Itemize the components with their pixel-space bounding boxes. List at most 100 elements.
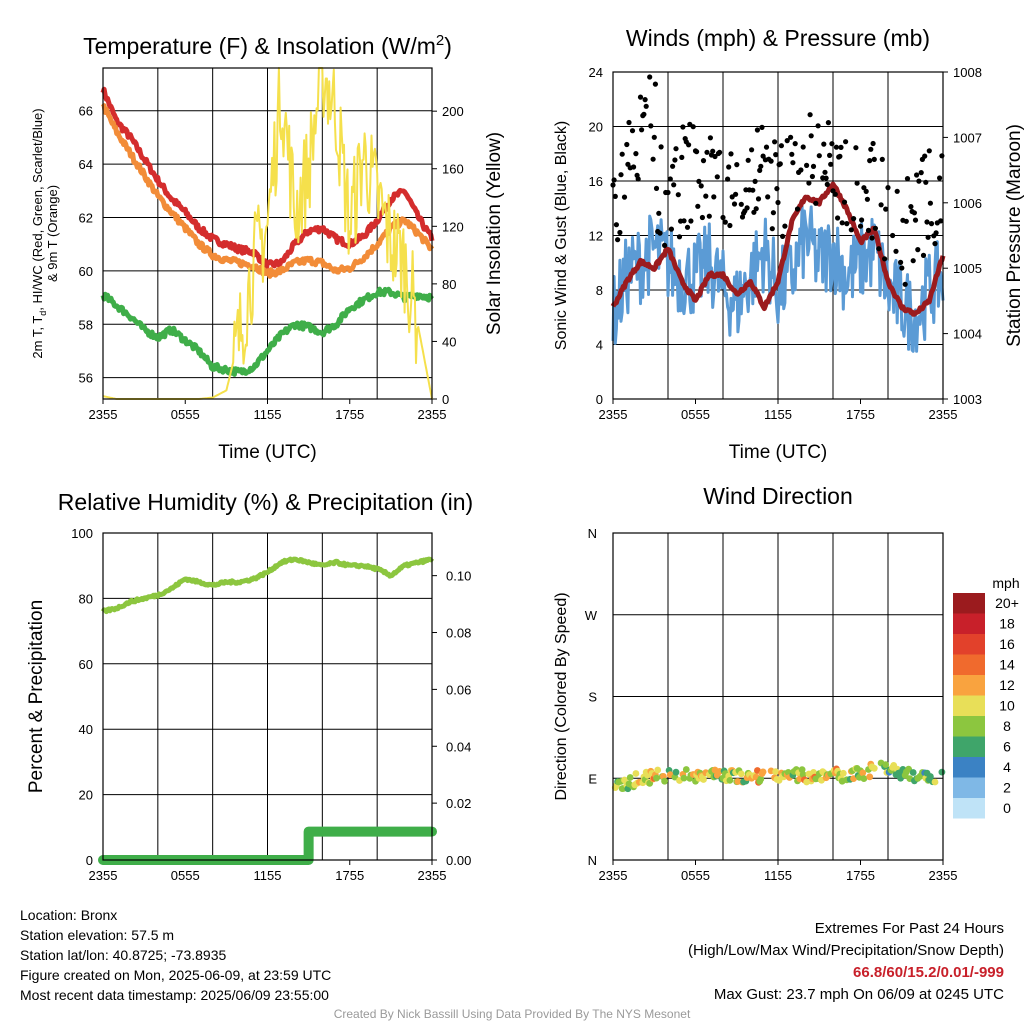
gust-point	[844, 221, 850, 227]
gust-point	[695, 203, 701, 209]
gust-point	[727, 222, 733, 229]
gust-point	[612, 193, 618, 199]
gust-point	[750, 187, 756, 193]
y-tick-label: E	[588, 771, 597, 786]
x-tick-label: 2355	[929, 868, 958, 883]
temperature-series-line	[100, 286, 434, 377]
elevation-text: Station elevation: 57.5 m	[20, 927, 175, 943]
gust-point	[792, 141, 798, 147]
gust-point	[843, 139, 849, 145]
legend-swatch	[953, 593, 985, 614]
gust-point	[902, 281, 908, 287]
gust-point	[932, 241, 938, 247]
gust-point	[809, 173, 816, 180]
gust-point	[893, 248, 899, 254]
gust-point	[671, 182, 677, 188]
direction-point	[653, 774, 660, 782]
gust-point	[784, 138, 790, 144]
y-tick-label: 80	[79, 591, 93, 606]
gust-point	[615, 237, 621, 243]
direction-point	[621, 776, 628, 784]
direction-point	[882, 761, 890, 768]
gust-point	[629, 128, 636, 134]
gust-point	[698, 183, 704, 189]
y-axis-label: Sonic Wind & Gust (Blue, Black)	[553, 121, 570, 350]
extremes-info: Extremes For Past 24 Hours (High/Low/Max…	[688, 918, 1004, 1006]
y-tick-label: 24	[589, 65, 603, 80]
gust-point	[848, 227, 854, 233]
gust-point	[688, 218, 694, 224]
chart-title: Wind Direction	[703, 483, 853, 509]
direction-point	[680, 774, 688, 782]
gust-point	[904, 176, 911, 182]
gust-point	[782, 223, 788, 229]
direction-point	[672, 768, 680, 776]
winds-chart: 2355 0555 1155 1755 235504812162024100310041…	[553, 25, 1024, 463]
gust-point	[752, 178, 758, 184]
gust-point	[754, 127, 761, 133]
gust-point	[768, 158, 774, 164]
direction-point	[870, 764, 878, 772]
plot-border	[612, 71, 944, 400]
gust-point	[647, 74, 653, 80]
gust-point	[910, 258, 916, 264]
gust-point	[807, 112, 813, 118]
gust-point	[794, 206, 801, 212]
y-tick-label: 8	[596, 283, 603, 298]
gust-point	[675, 192, 681, 198]
gust-point	[772, 139, 778, 145]
gust-point	[769, 226, 775, 232]
gust-point	[879, 156, 885, 162]
y-tick-label: 4	[596, 338, 603, 353]
y2-tick-label: 0.00	[446, 853, 471, 868]
direction-point	[909, 769, 917, 776]
y-tick-label: N	[588, 526, 597, 541]
gust-point	[824, 181, 830, 187]
gust-point	[731, 201, 738, 207]
gust-point	[912, 217, 919, 223]
plot-border	[102, 532, 433, 861]
temperature-series-line	[100, 86, 435, 270]
gust-point	[749, 147, 755, 153]
gust-point	[707, 135, 714, 141]
gust-point	[865, 227, 872, 233]
y2-tick-label: 1004	[953, 327, 982, 342]
gust-point	[681, 218, 687, 224]
gust-point	[915, 247, 921, 253]
gust-point	[613, 222, 620, 228]
direction-point	[726, 777, 734, 784]
gust-point	[686, 142, 692, 148]
gust-point	[832, 191, 838, 197]
direction-point	[700, 776, 707, 783]
gust-point	[662, 242, 668, 248]
x-axis-label: Time (UTC)	[729, 442, 828, 463]
gust-point	[885, 185, 891, 191]
gust-point	[624, 141, 630, 148]
y2-tick-label: 0.04	[446, 739, 471, 754]
gust-point	[617, 229, 623, 236]
y-tick-label: 0	[596, 392, 603, 407]
gust-point	[800, 144, 806, 150]
y-tick-label: 16	[589, 174, 603, 189]
gust-point	[899, 265, 905, 271]
y2-tick-label: 120	[442, 219, 464, 234]
y2-tick-label: 0.02	[446, 796, 471, 811]
y2-tick-label: 40	[442, 334, 456, 349]
direction-point	[682, 766, 690, 773]
gust-point	[778, 143, 785, 149]
gust-point	[738, 201, 744, 207]
sonic-wind-line	[611, 205, 945, 353]
y2-tick-label: 160	[442, 162, 464, 177]
gust-point	[694, 149, 700, 155]
y-axis-label: Direction (Colored By Speed)	[553, 592, 570, 800]
chart-title: Temperature (F) & Insolation (W/m2)	[83, 32, 452, 59]
humidity-chart: 2355 0555 1155 1755 23550204060801000.000.02…	[26, 489, 473, 883]
gust-point	[668, 226, 675, 232]
gust-point	[704, 149, 710, 155]
y2-tick-label: 200	[442, 104, 464, 119]
x-tick-label: 0555	[171, 868, 200, 883]
x-tick-label: 2355	[929, 407, 958, 422]
direction-point	[654, 766, 662, 774]
